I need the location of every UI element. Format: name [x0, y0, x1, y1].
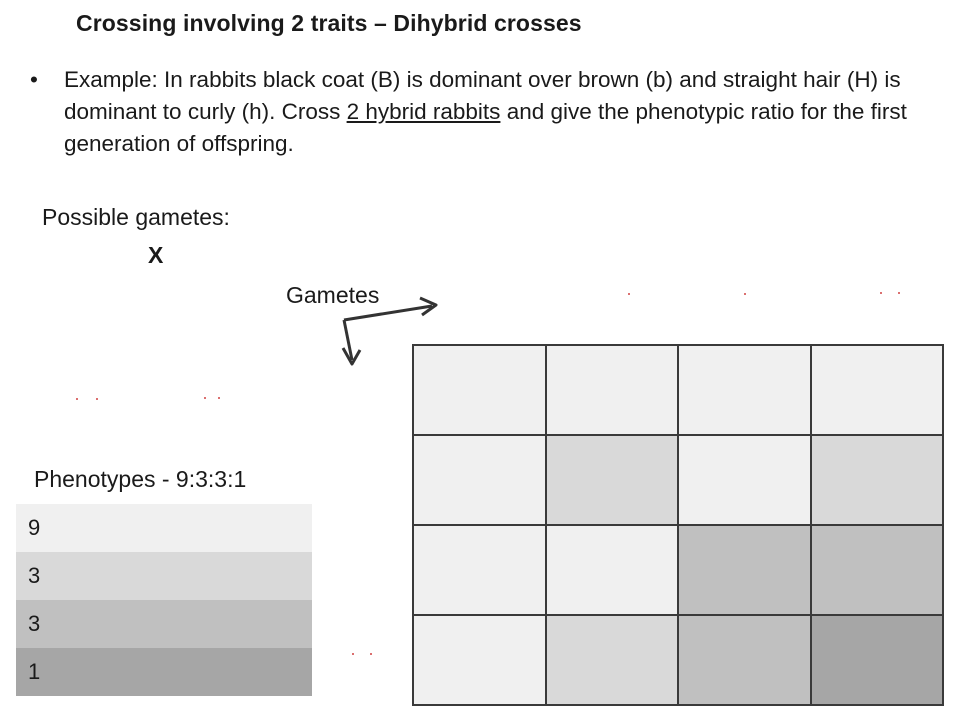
punnett-cell — [414, 436, 547, 526]
phenotype-count: 3 — [28, 611, 41, 636]
punnett-cell — [414, 616, 547, 706]
punnett-cell — [811, 436, 944, 526]
bullet-marker: • — [30, 67, 38, 92]
punnett-cell — [679, 616, 812, 706]
punnett-square — [412, 344, 944, 706]
phenotype-row: 9 — [16, 504, 312, 552]
gametes-label: Gametes — [286, 282, 380, 308]
punnett-cell — [414, 346, 547, 436]
phenotype-count: 9 — [28, 515, 41, 540]
arrow-down-icon — [341, 319, 362, 366]
punnett-cell — [811, 526, 944, 616]
punnett-cell — [811, 346, 944, 436]
phenotype-row: 3 — [16, 552, 312, 600]
punnett-cell — [546, 616, 679, 706]
phenotypes-title: Phenotypes - 9:3:3:1 — [34, 466, 247, 492]
phenotype-count: 1 — [28, 659, 41, 684]
punnett-cell — [414, 526, 547, 616]
arrow-right-icon — [343, 296, 438, 322]
example-text-underlined: 2 hybrid rabbits — [346, 99, 501, 124]
punnett-cell — [679, 526, 812, 616]
slide-title: Crossing involving 2 traits – Dihybrid c… — [76, 10, 582, 36]
punnett-cell — [679, 436, 812, 526]
phenotype-table: 9 3 3 1 — [16, 504, 312, 696]
phenotype-count: 3 — [28, 563, 41, 588]
phenotype-row: 3 — [16, 600, 312, 648]
cross-symbol: X — [148, 242, 164, 268]
example-text-lead: Example: In rabbits black coat (B) is do… — [64, 67, 901, 124]
punnett-cell — [546, 526, 679, 616]
punnett-cell — [546, 436, 679, 526]
punnett-cell — [546, 346, 679, 436]
possible-gametes-label: Possible gametes: — [42, 204, 230, 230]
punnett-cell — [679, 346, 812, 436]
example-text: Example: In rabbits black coat (B) is do… — [64, 64, 924, 160]
example-text-tail: and give the phenotypic ratio for the fi… — [64, 99, 907, 156]
phenotype-row: 1 — [16, 648, 312, 696]
punnett-cell — [811, 616, 944, 706]
